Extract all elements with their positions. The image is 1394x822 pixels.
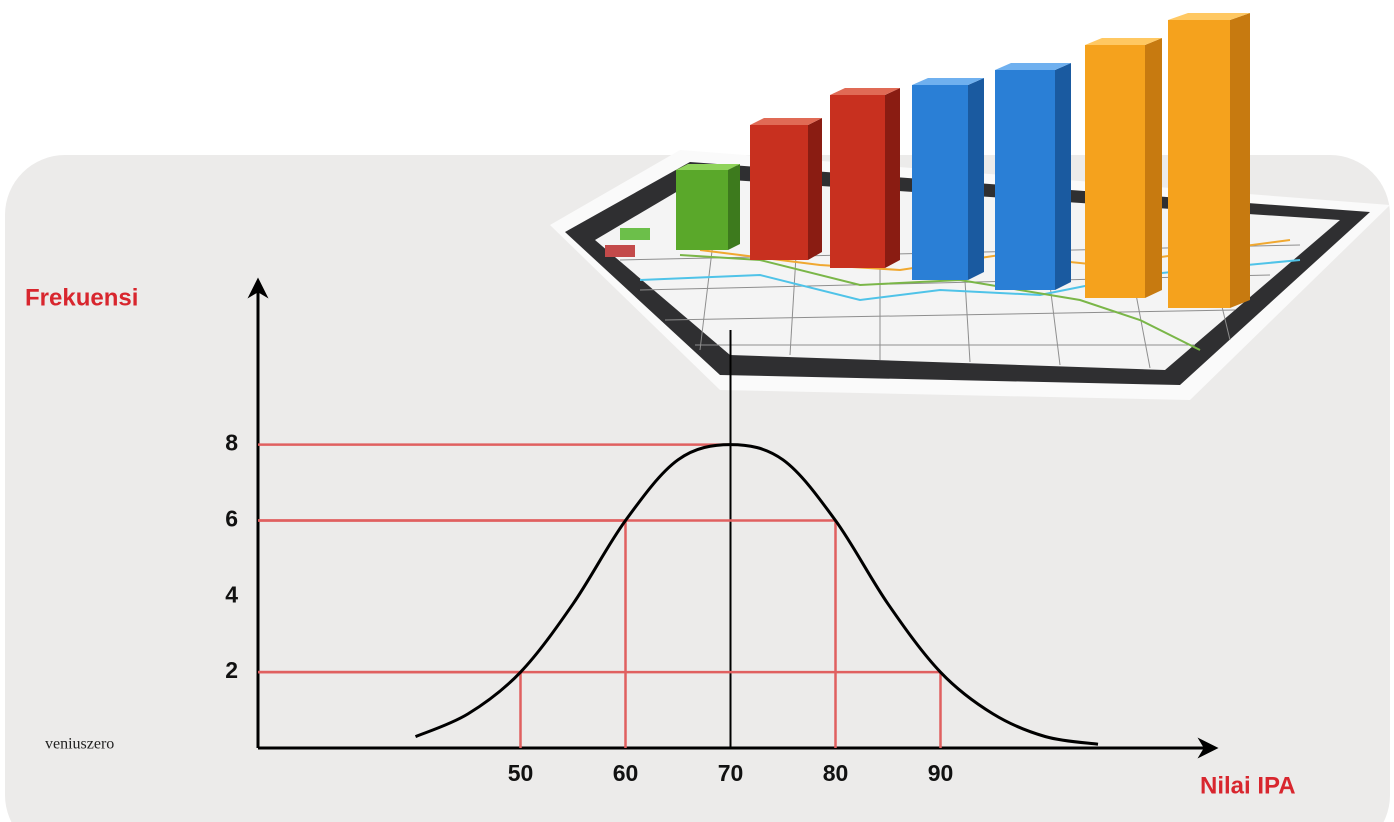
x-tick-label: 70 <box>718 760 744 786</box>
x-tick-label: 50 <box>508 760 534 786</box>
watermark: veniuszero <box>45 736 114 753</box>
page: Frekuensi Nilai IPA veniuszero 2 4 6 8 50 60 7… <box>0 0 1394 822</box>
y-tick-label: 8 <box>225 430 238 456</box>
y-tick-label: 2 <box>225 657 238 683</box>
y-axis-title: Frekuensi <box>25 284 138 311</box>
x-axis-title: Nilai IPA <box>1200 772 1296 799</box>
x-tick-label: 90 <box>928 760 954 786</box>
y-tick-label: 6 <box>225 506 238 532</box>
x-tick-label: 60 <box>613 760 639 786</box>
x-tick-label: 80 <box>823 760 849 786</box>
y-tick-label: 4 <box>225 581 238 607</box>
